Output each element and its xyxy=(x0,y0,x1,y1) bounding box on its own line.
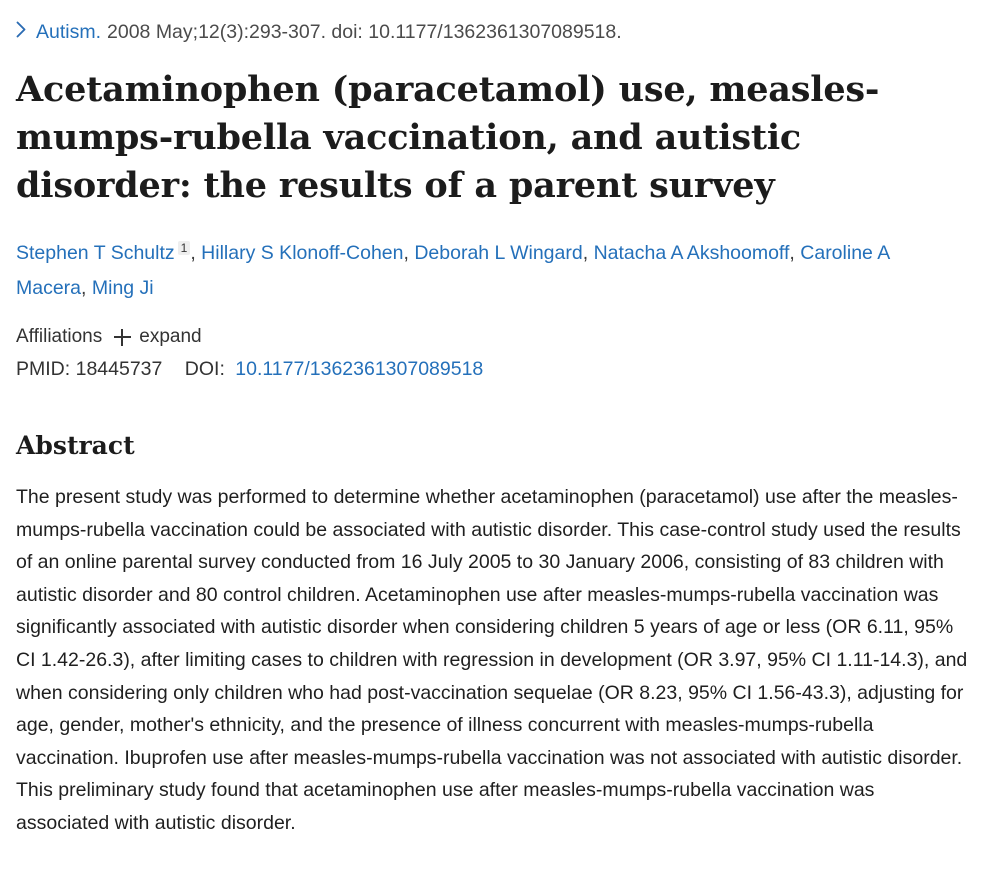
abstract-text: The present study was performed to deter… xyxy=(16,486,968,834)
pmid-label: PMID: xyxy=(16,358,71,380)
affiliations-label: Affiliations xyxy=(16,326,103,347)
author-link[interactable]: Hillary S Klonoff-Cohen xyxy=(201,242,404,264)
journal-link[interactable]: Autism. xyxy=(36,21,102,43)
affiliations-row: Affiliations expand xyxy=(16,323,970,351)
author-list: Stephen T Schultz 1, Hillary S Klonoff-Co… xyxy=(16,236,916,306)
author-separator: , xyxy=(403,242,415,264)
doi-label: DOI: xyxy=(184,358,225,380)
author-link[interactable]: Caroline A Macera xyxy=(16,242,890,299)
chevron-right-icon[interactable] xyxy=(16,21,27,38)
author-separator: , xyxy=(190,242,202,264)
page-title: Acetaminophen (paracetamol) use, measles… xyxy=(16,69,880,206)
citation-details: 2008 May;12(3):293-307. doi: 10.1177/136… xyxy=(107,21,622,43)
author-link[interactable]: Natacha A Akshoomoff xyxy=(593,242,790,264)
author-separator: , xyxy=(582,242,594,264)
expand-label: expand xyxy=(139,326,202,347)
author-affiliation-marker[interactable]: 1 xyxy=(177,240,191,255)
abstract-heading: Abstract xyxy=(16,431,135,460)
author-link[interactable]: Ming Ji xyxy=(91,277,154,299)
citation-line: Autism. 2008 May;12(3):293-307. doi: 10.… xyxy=(16,0,970,46)
plus-icon xyxy=(114,328,132,346)
author-separator: , xyxy=(81,277,92,299)
doi-link[interactable]: 10.1177/1362361307089518 xyxy=(235,358,484,380)
article-page: Autism. 2008 May;12(3):293-307. doi: 10.… xyxy=(16,0,970,834)
author-link[interactable]: Stephen T Schultz xyxy=(16,242,175,264)
expand-affiliations-button[interactable]: expand xyxy=(114,326,202,348)
author-separator: , xyxy=(789,242,801,264)
pmid-value: 18445737 xyxy=(75,358,163,380)
identifiers-row: PMID: 18445737 DOI: 10.1177/136236130708… xyxy=(16,355,970,383)
author-link[interactable]: Deborah L Wingard xyxy=(414,242,583,264)
